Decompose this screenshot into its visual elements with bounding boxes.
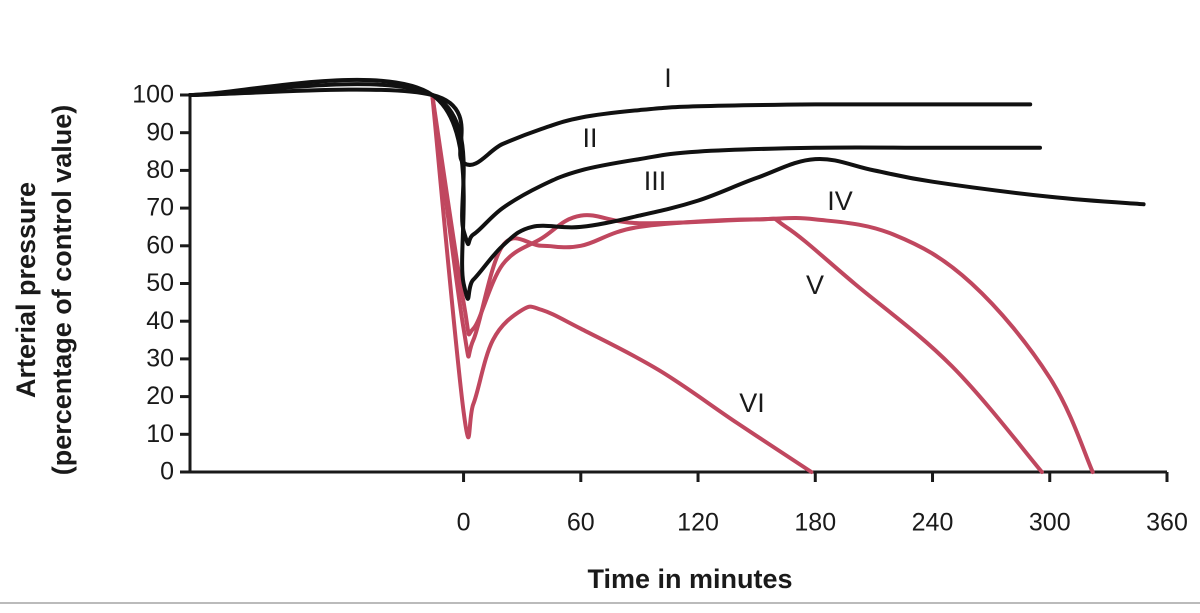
x-tick-label: 180 [794, 509, 836, 537]
y-tick-label: 50 [146, 269, 174, 297]
series-line [430, 93, 1044, 474]
series-line [430, 93, 1095, 474]
series-line [188, 77, 1146, 301]
y-tick-label: 40 [146, 307, 174, 335]
y-tick-label: 30 [146, 345, 174, 373]
series-line [188, 82, 1042, 247]
y-tick-label: 60 [146, 231, 174, 259]
y-tick-label: 100 [132, 81, 174, 109]
y-tick-label: 0 [160, 458, 174, 486]
x-tick-label: 0 [457, 509, 471, 537]
y-axis-title-line: (percentage of control value) [47, 105, 77, 476]
y-tick-label: 70 [146, 194, 174, 222]
y-tick-label: 10 [146, 420, 174, 448]
y-axis-title: Arterial pressure (percentage of control… [11, 105, 77, 476]
series-line [430, 93, 814, 474]
series-label: V [806, 270, 824, 300]
x-tick-label: 60 [567, 509, 595, 537]
y-tick-label: 80 [146, 156, 174, 184]
series-label: II [582, 123, 597, 153]
x-tick-label: 360 [1146, 509, 1188, 537]
y-tick-label: 20 [146, 382, 174, 410]
series-label: III [644, 166, 667, 196]
y-axis-title-line: Arterial pressure [11, 182, 41, 398]
series-label: VI [739, 388, 765, 418]
x-tick-label: 300 [1029, 509, 1071, 537]
x-tick-label: 240 [912, 509, 954, 537]
x-tick-label: 120 [677, 509, 719, 537]
series-label: IV [827, 186, 853, 216]
y-tick-label: 90 [146, 118, 174, 146]
series-label: I [664, 63, 672, 93]
series-line [188, 87, 1033, 167]
x-axis-title: Time in minutes [587, 564, 792, 594]
